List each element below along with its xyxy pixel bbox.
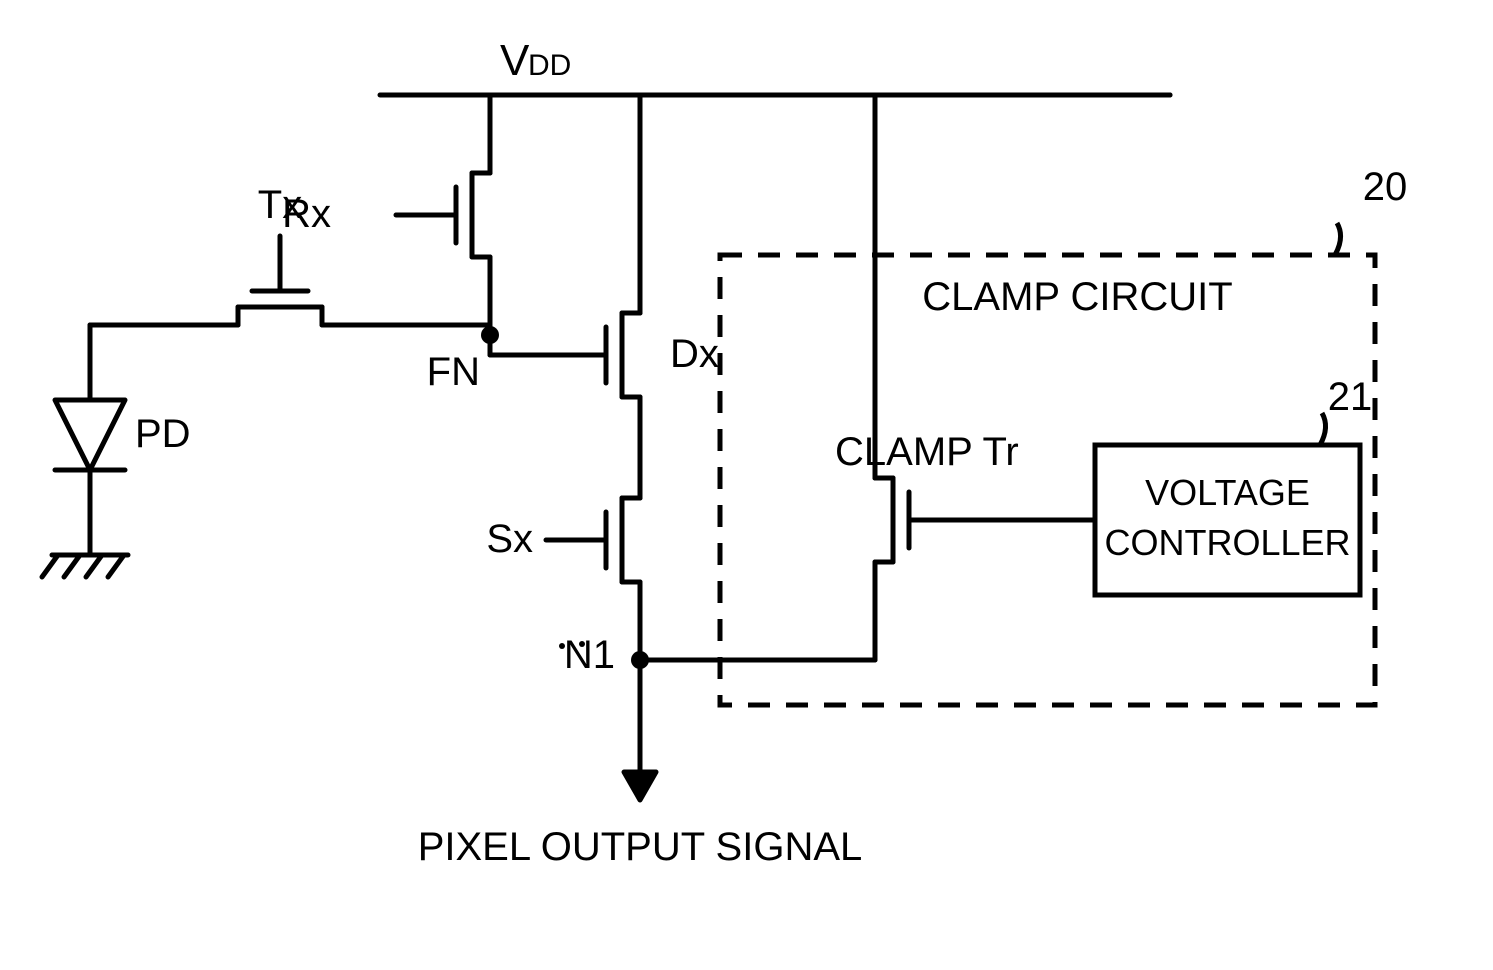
ref-21-label: 21 — [1328, 375, 1373, 419]
tx-label: Tx — [258, 183, 302, 227]
vdd-label-v: V — [500, 36, 530, 85]
circuit-diagram: VDDRxTxPDFNDxSxN1PIXEL OUTPUT SIGNALCLAM… — [0, 0, 1493, 965]
photodiode-triangle — [55, 400, 125, 470]
clamp-circuit-label: CLAMP CIRCUIT — [922, 275, 1232, 319]
pixel-output-label: PIXEL OUTPUT SIGNAL — [418, 825, 863, 869]
voltage-controller-box — [1095, 445, 1360, 595]
output-arrow — [624, 772, 656, 800]
n1-label: N1 — [564, 633, 615, 677]
sx-label: Sx — [486, 517, 533, 561]
ref-21-leader — [1320, 413, 1326, 445]
ref-20-leader — [1335, 223, 1341, 255]
ref-20-label: 20 — [1363, 165, 1408, 209]
dx-label: Dx — [670, 332, 719, 376]
clamp-tr-label: CLAMP Tr — [835, 430, 1019, 474]
fn-label: FN — [427, 350, 480, 394]
pd-label: PD — [135, 412, 191, 456]
voltage-controller-label-1: VOLTAGE — [1145, 472, 1310, 513]
vdd-label-dd: DD — [528, 49, 571, 82]
voltage-controller-label-2: CONTROLLER — [1104, 522, 1350, 563]
